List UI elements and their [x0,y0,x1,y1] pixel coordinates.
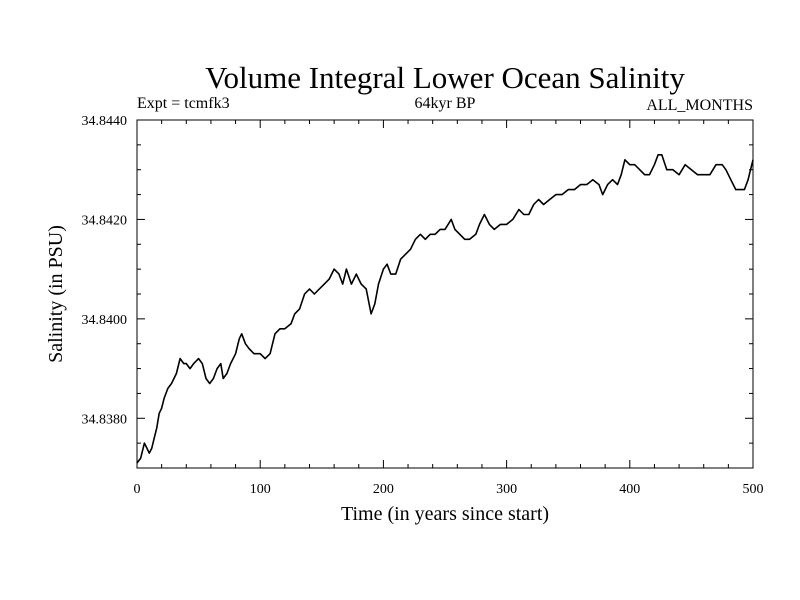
x-tick-label: 500 [743,482,764,497]
x-tick-label: 100 [250,482,271,497]
x-tick-label: 300 [496,482,517,497]
subtitle-period: 64kyr BP [415,95,476,112]
subtitle-months: ALL_MONTHS [646,97,753,114]
y-tick-label: 34.8420 [82,213,128,228]
y-tick-label: 34.8440 [82,114,128,129]
salinity-series-line [136,154,754,464]
axis-tick-labels: 0 100 200 300 400 500 34.8380 34.8400 34.8420 34.… [82,114,764,497]
axis-ticks [136,119,754,469]
x-tick-label: 200 [373,482,394,497]
y-axis-label: Salinity (in PSU) [45,225,67,363]
chart-title: Volume Integral Lower Ocean Salinity [205,60,685,95]
y-tick-label: 34.8400 [82,313,128,328]
y-tick-label: 34.8380 [82,412,128,427]
x-tick-label: 0 [134,482,141,497]
x-axis-label: Time (in years since start) [341,503,549,525]
subtitle-experiment: Expt = tcmfk3 [137,95,230,112]
x-tick-label: 400 [619,482,640,497]
plot-area-frame [136,119,754,469]
